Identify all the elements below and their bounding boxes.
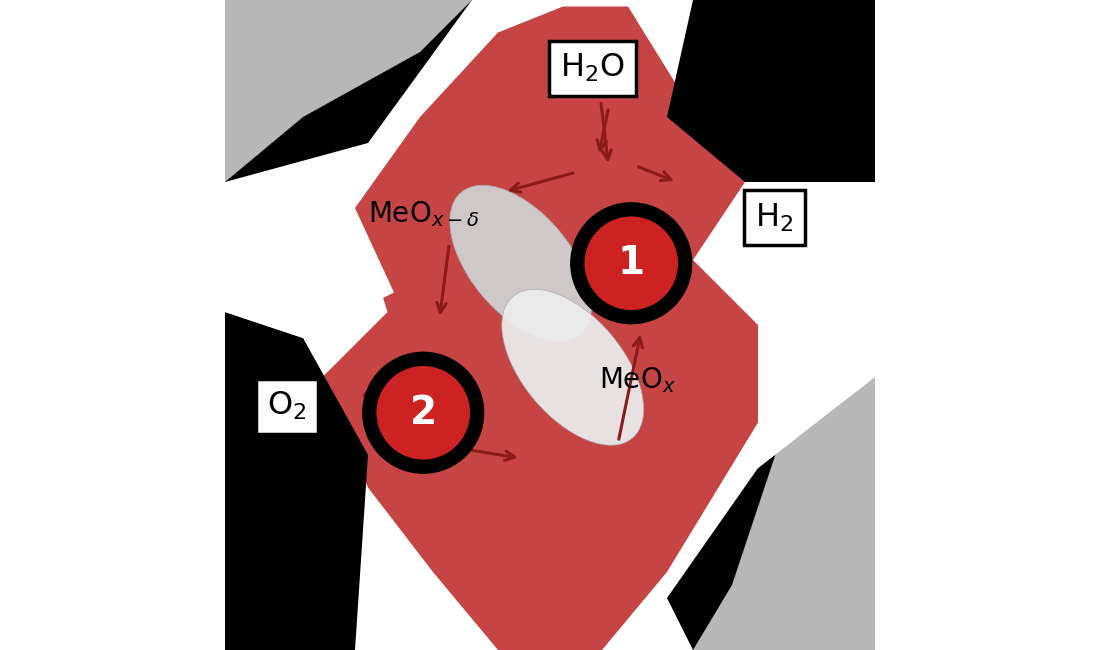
Polygon shape xyxy=(226,312,368,650)
Text: 2: 2 xyxy=(409,394,437,432)
Polygon shape xyxy=(226,0,472,182)
Ellipse shape xyxy=(450,185,592,341)
Ellipse shape xyxy=(502,289,644,445)
Polygon shape xyxy=(226,0,472,182)
Polygon shape xyxy=(667,0,875,182)
Text: 1: 1 xyxy=(618,244,645,282)
Circle shape xyxy=(376,366,470,460)
Polygon shape xyxy=(693,182,874,468)
Text: H$_2$: H$_2$ xyxy=(755,202,793,234)
Polygon shape xyxy=(322,6,869,650)
Text: O$_2$: O$_2$ xyxy=(267,390,307,422)
Circle shape xyxy=(570,202,692,324)
Polygon shape xyxy=(693,377,874,650)
Polygon shape xyxy=(667,377,875,650)
Circle shape xyxy=(584,216,678,310)
Text: MeO$_{x-\delta}$: MeO$_{x-\delta}$ xyxy=(367,200,478,229)
Text: MeO$_x$: MeO$_x$ xyxy=(600,365,676,395)
Text: H$_2$O: H$_2$O xyxy=(560,52,625,84)
Polygon shape xyxy=(226,182,394,338)
Circle shape xyxy=(362,352,484,474)
